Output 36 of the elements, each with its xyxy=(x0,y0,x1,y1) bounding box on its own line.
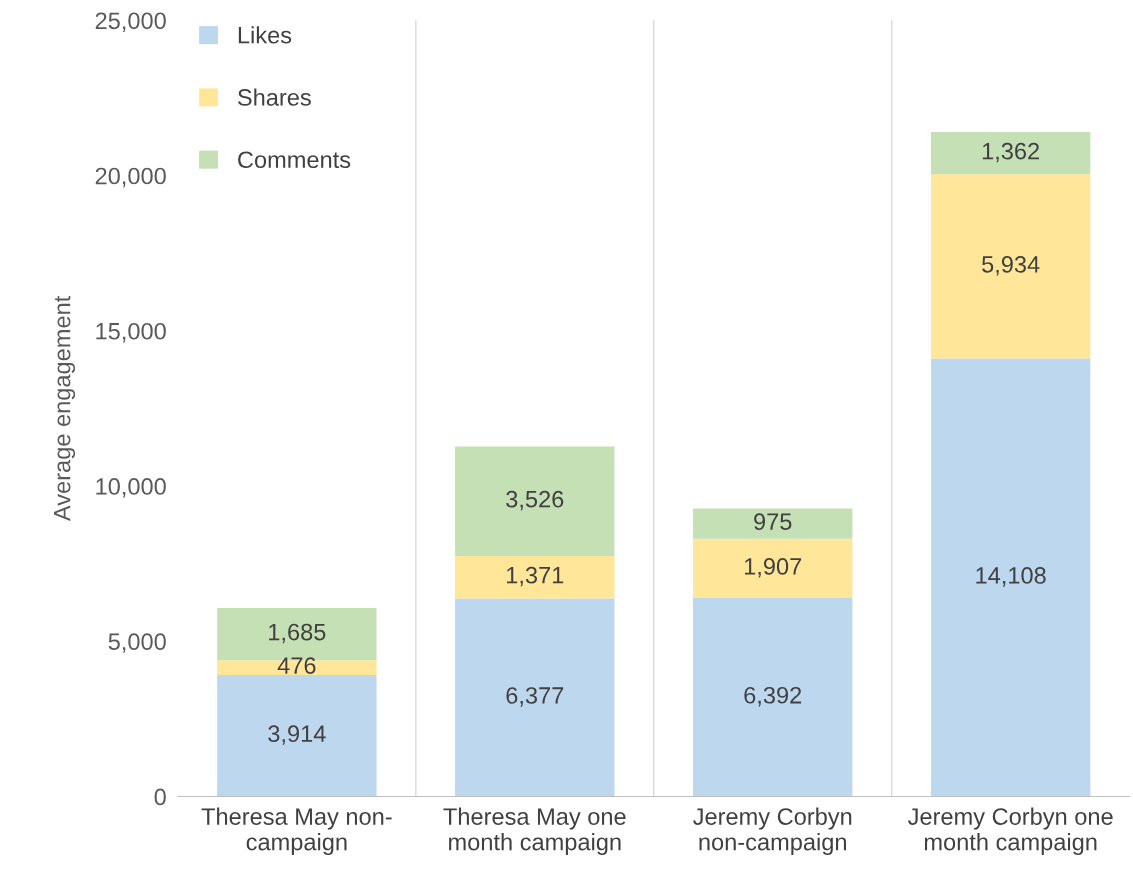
data-label: 6,392 xyxy=(744,686,802,707)
data-label: 5,934 xyxy=(982,256,1040,276)
data-label: 3,914 xyxy=(268,725,326,745)
legend-label: Likes xyxy=(238,26,292,44)
legend-label: Shares xyxy=(237,88,311,106)
y-tick-label: 5,000 xyxy=(108,633,166,653)
y-tick-label: 0 xyxy=(154,788,166,806)
y-tick-label: 15,000 xyxy=(96,322,166,343)
data-label: 6,377 xyxy=(506,687,564,707)
x-tick-label: Jeremy Corbyn one month campaign xyxy=(908,807,1113,856)
data-label: 14,108 xyxy=(976,567,1046,587)
data-label: 1,907 xyxy=(744,558,802,578)
bar xyxy=(693,598,853,797)
data-label: 476 xyxy=(277,657,316,674)
data-label: 1,685 xyxy=(269,623,326,644)
y-tick-label: 25,000 xyxy=(95,12,166,32)
data-label: 1,362 xyxy=(982,142,1039,163)
data-label: 975 xyxy=(754,513,792,531)
data-label: 1,371 xyxy=(507,566,564,587)
bar xyxy=(217,674,377,797)
bar xyxy=(455,555,615,599)
y-axis-title: Average engagement xyxy=(53,295,76,522)
x-tick-label: Jeremy Corbyn non-campaign xyxy=(693,807,852,856)
y-tick-label: 10,000 xyxy=(96,478,166,498)
bar xyxy=(930,174,1091,359)
bar xyxy=(455,446,615,556)
x-tick-label: Theresa May one month campaign xyxy=(443,807,626,856)
bar xyxy=(455,598,615,797)
bar xyxy=(693,538,853,599)
y-tick-label: 20,000 xyxy=(95,167,166,188)
bar xyxy=(930,132,1091,175)
data-label: 3,526 xyxy=(506,490,564,511)
bar xyxy=(693,508,853,539)
legend-label: Comments xyxy=(238,151,351,169)
x-tick-label: Theresa May non- campaign xyxy=(201,807,392,856)
bar xyxy=(930,358,1091,797)
